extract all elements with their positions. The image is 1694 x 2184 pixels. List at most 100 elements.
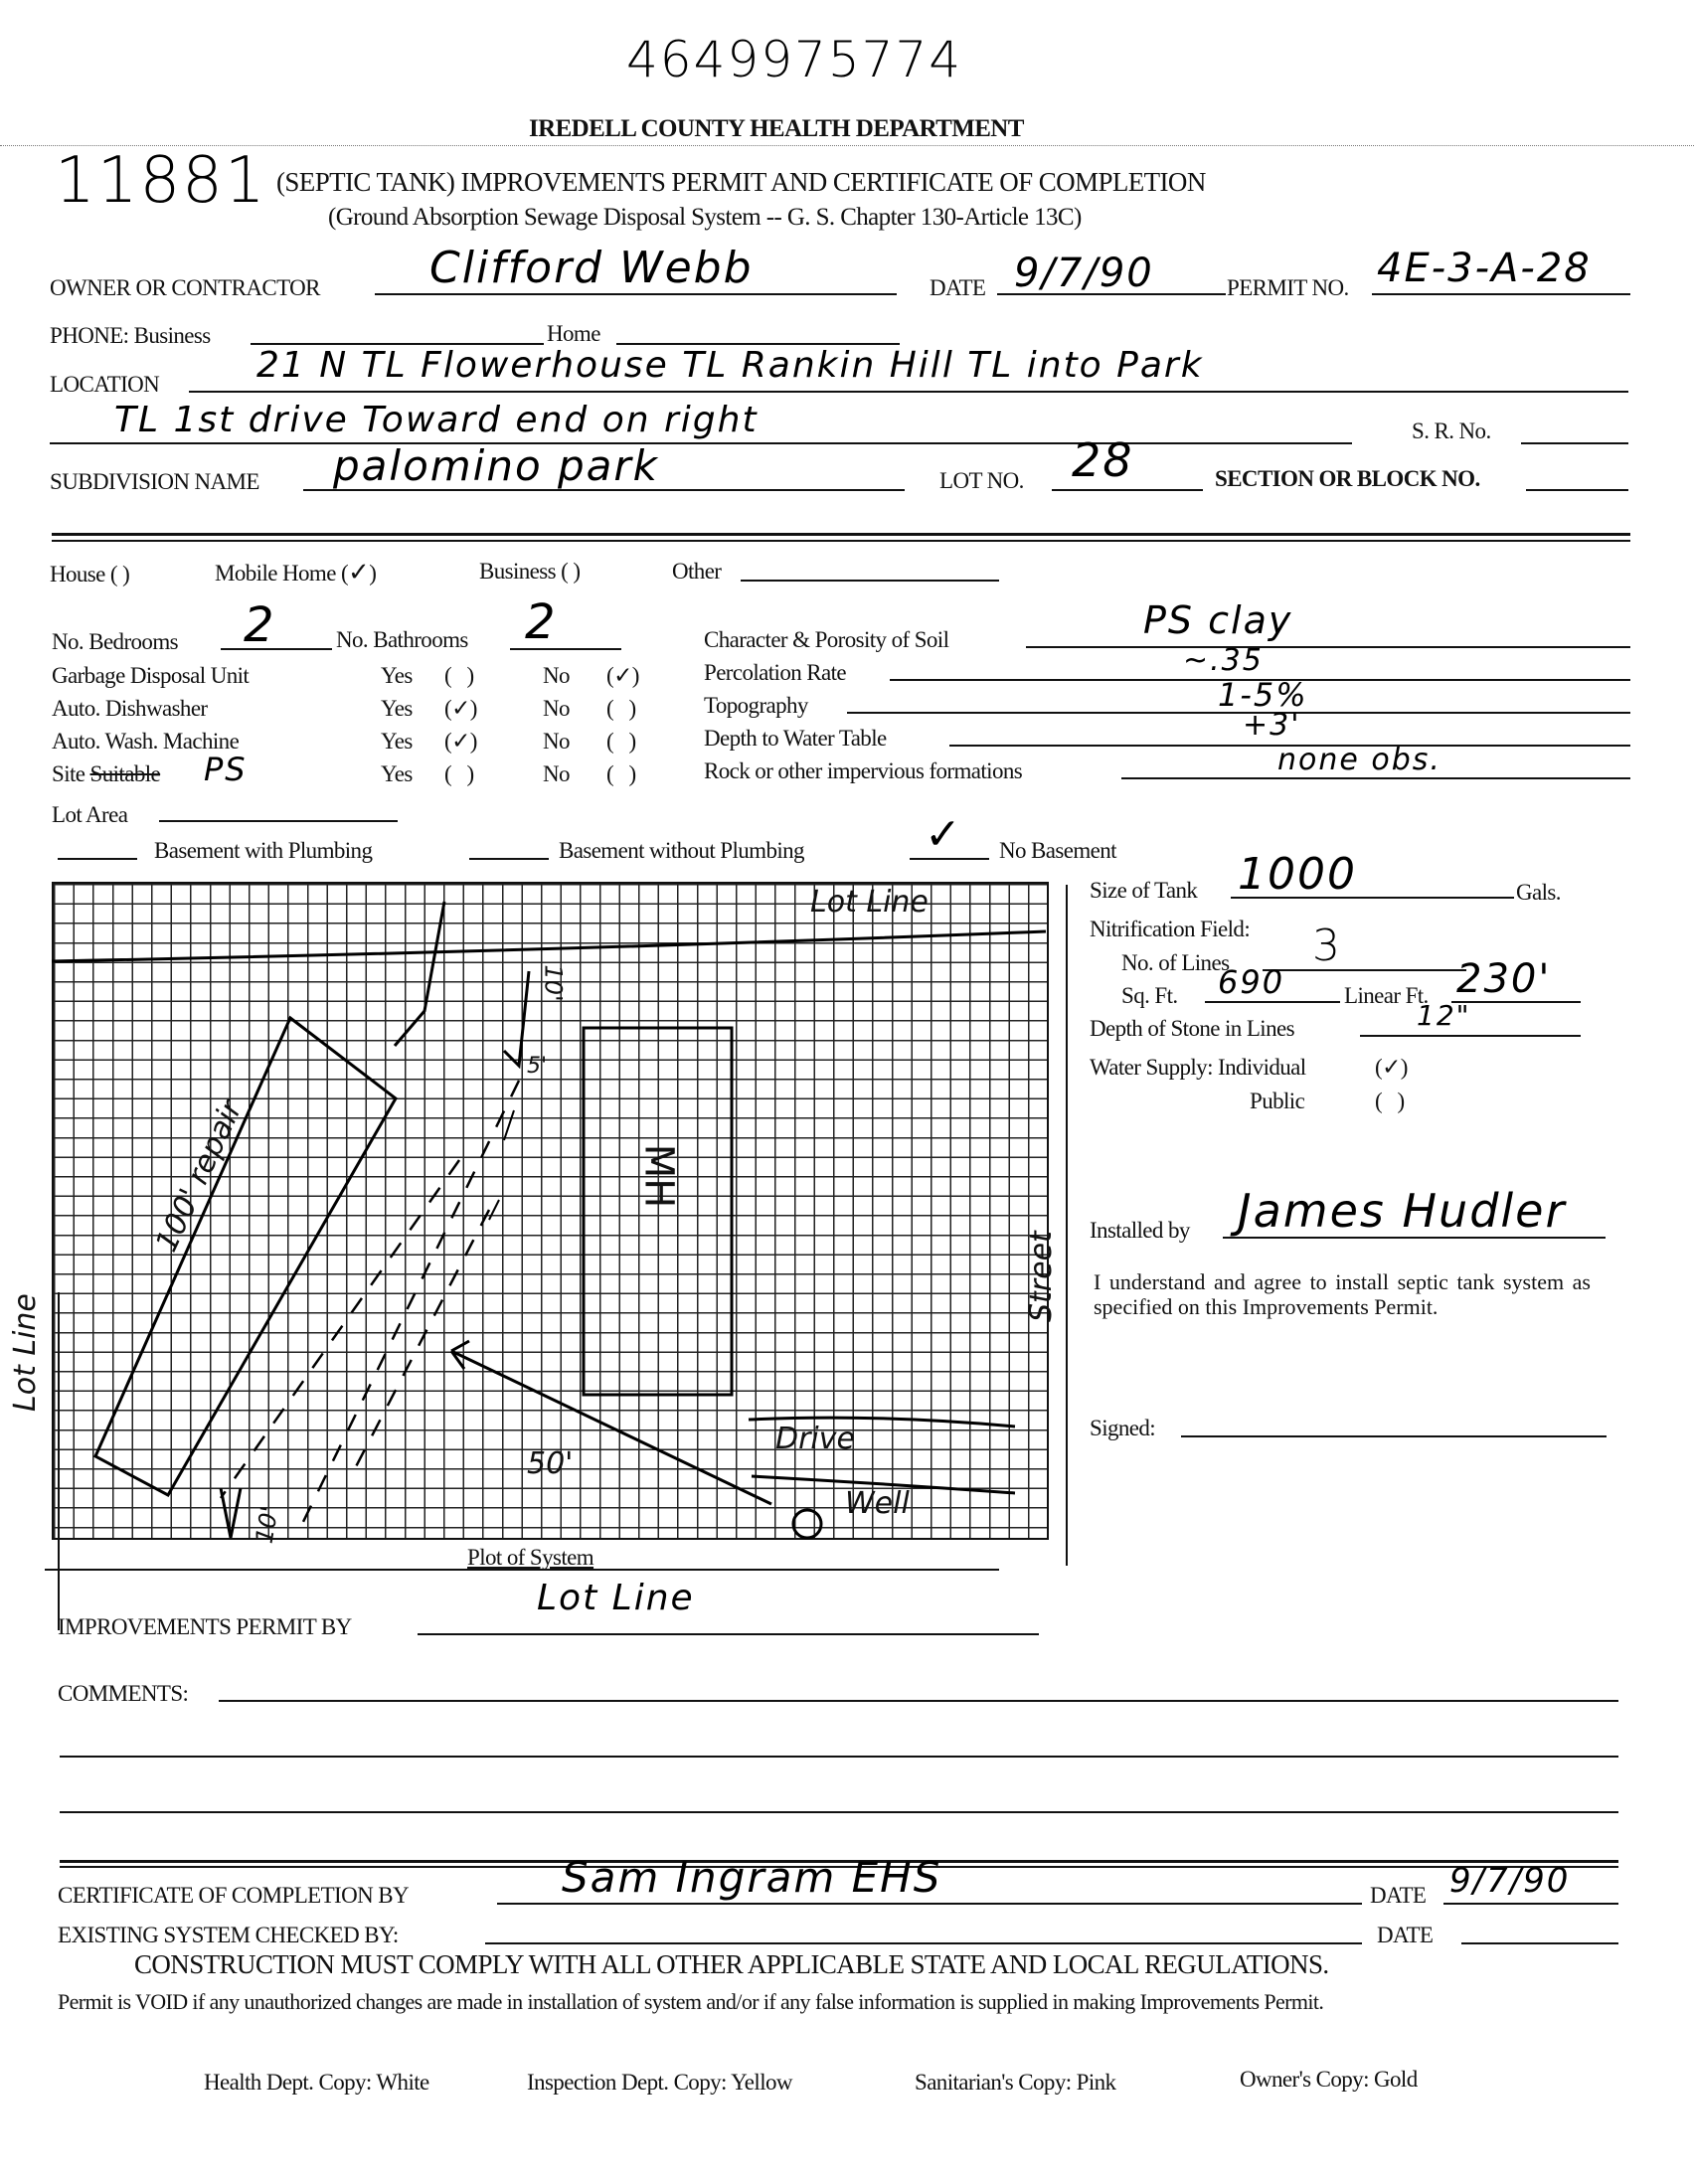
water-table-value: +3' <box>1243 708 1301 743</box>
dishwasher-no-checkbox[interactable]: ( ) <box>606 696 636 721</box>
water-table-field[interactable] <box>949 745 1630 747</box>
owner-field[interactable] <box>375 293 897 295</box>
basement-with-plumbing-label: Basement with Plumbing <box>154 838 373 863</box>
existing-system-field[interactable] <box>485 1942 1362 1944</box>
garbage-no-checkbox[interactable]: (✓) <box>606 663 639 689</box>
check-mark-icon: ✓ <box>451 729 470 755</box>
tank-size-field[interactable] <box>1231 897 1514 899</box>
plot-caption: Plot of System <box>467 1545 594 1570</box>
existing-system-label: EXISTING SYSTEM CHECKED BY: <box>58 1923 399 1947</box>
subdivision-label: SUBDIVISION NAME <box>50 469 259 494</box>
garbage-yes-checkbox[interactable]: ( ) <box>444 663 474 688</box>
water-supply-text: Water Supply: <box>1090 1055 1213 1080</box>
lot-area-label: Lot Area <box>52 802 128 827</box>
washer-label: Auto. Wash. Machine <box>52 729 240 754</box>
date-field[interactable] <box>997 293 1226 295</box>
nitrification-lines <box>219 1080 521 1529</box>
agreement-text: I understand and agree to install septic… <box>1094 1269 1591 1320</box>
lot-line-bottom <box>45 1569 999 1571</box>
basement-no-plumbing-field[interactable] <box>469 858 549 860</box>
bedrooms-label: No. Bedrooms <box>52 629 179 654</box>
improvements-by-label: IMPROVEMENTS PERMIT BY <box>58 1614 352 1639</box>
site-no: No <box>543 761 571 786</box>
location-field-1[interactable] <box>189 391 1628 393</box>
public-label: Public <box>1250 1089 1305 1113</box>
distance-10-top-label: 10' <box>539 964 568 1002</box>
d-box-arrow <box>393 901 446 1047</box>
linear-ft-value: 230' <box>1456 956 1552 1002</box>
site-yes: Yes <box>381 761 413 786</box>
individual-checkbox[interactable]: (✓) <box>1375 1055 1408 1081</box>
lot-area-field[interactable] <box>159 820 398 822</box>
column-divider <box>1066 885 1068 1566</box>
existing-date-field[interactable] <box>1461 1942 1618 1944</box>
comments-field-3[interactable] <box>60 1811 1618 1813</box>
lot-line-bottom-label: Lot Line <box>537 1578 695 1618</box>
rock-field[interactable] <box>1121 777 1630 779</box>
installed-by-field[interactable] <box>1223 1237 1606 1239</box>
lot-no-field[interactable] <box>1052 489 1203 491</box>
site-no-checkbox[interactable]: ( ) <box>606 761 636 786</box>
certificate-field[interactable] <box>497 1903 1362 1905</box>
linear-ft-field[interactable] <box>1451 1001 1581 1003</box>
bathrooms-field[interactable] <box>510 648 621 650</box>
bedrooms-field[interactable] <box>221 648 332 650</box>
percolation-field[interactable] <box>890 679 1630 681</box>
home-phone-field[interactable] <box>616 343 900 345</box>
subdivision-value: palomino park <box>333 441 659 490</box>
washer-yes-checkbox[interactable]: (✓) <box>444 729 477 755</box>
water-supply-label: Water Supply: Individual <box>1090 1056 1306 1079</box>
house-option[interactable]: House ( ) <box>50 562 130 587</box>
repair-area-outline <box>93 1015 398 1498</box>
no-basement-label: No Basement <box>999 838 1117 863</box>
stone-depth-value: 12" <box>1417 999 1471 1032</box>
subdivision-field[interactable] <box>303 489 905 491</box>
basement-plumbing-field[interactable] <box>58 858 137 860</box>
certificate-signature: Sam Ingram EHS <box>562 1853 942 1902</box>
mobile-home-option[interactable]: Mobile Home (✓) <box>215 560 377 586</box>
sr-no-field[interactable] <box>1521 442 1628 444</box>
check-mark-icon: ✓ <box>1382 1055 1401 1081</box>
comments-field-1[interactable] <box>219 1700 1618 1702</box>
rock-label: Rock or other impervious formations <box>704 758 1023 783</box>
tank-outline <box>502 970 531 1070</box>
sqft-field[interactable] <box>1205 1001 1340 1003</box>
location-label: LOCATION <box>50 372 160 397</box>
copy-health-dept: Health Dept. Copy: White <box>204 2070 429 2095</box>
dishwasher-no: No <box>543 696 571 721</box>
dishwasher-yes-checkbox[interactable]: (✓) <box>444 696 477 722</box>
other-field[interactable] <box>741 580 999 582</box>
site-prefix: Site <box>52 761 85 786</box>
comments-field-2[interactable] <box>60 1756 1618 1758</box>
section-field[interactable] <box>1526 489 1628 491</box>
check-mark-icon: ✓ <box>613 663 632 689</box>
washer-no: No <box>543 729 571 754</box>
bathrooms-value: 2 <box>525 594 558 650</box>
signed-field[interactable] <box>1181 1435 1607 1437</box>
location-line-2: TL 1st drive Toward end on right <box>114 400 759 440</box>
site-label: Site Suitable <box>52 761 161 786</box>
business-phone-field[interactable] <box>251 343 544 345</box>
public-checkbox[interactable]: ( ) <box>1375 1089 1405 1113</box>
owner-label: OWNER OR CONTRACTOR <box>50 275 320 300</box>
lines-field[interactable] <box>1263 969 1466 971</box>
improvements-by-field[interactable] <box>418 1633 1039 1635</box>
no-basement-field[interactable] <box>910 858 989 860</box>
drive-label: Drive <box>775 1422 855 1456</box>
certificate-date-field[interactable] <box>1443 1903 1618 1905</box>
lot-line-left <box>58 1292 60 1630</box>
linear-ft-label: Linear Ft. <box>1344 983 1429 1008</box>
lot-no-label: LOT NO. <box>939 468 1024 493</box>
installed-by-value: James Hudler <box>1238 1184 1567 1238</box>
department-name: IREDELL COUNTY HEALTH DEPARTMENT <box>529 115 1024 142</box>
location-field-2[interactable] <box>50 442 1352 444</box>
stone-depth-field[interactable] <box>1360 1035 1581 1037</box>
business-option[interactable]: Business ( ) <box>479 559 581 584</box>
location-line-1: 21 N TL Flowerhouse TL Rankin Hill TL in… <box>256 345 1204 386</box>
site-yes-checkbox[interactable]: ( ) <box>444 761 474 786</box>
soil-character-field[interactable] <box>1026 646 1630 648</box>
distance-5-label: 5' <box>527 1054 548 1079</box>
washer-no-checkbox[interactable]: ( ) <box>606 729 636 754</box>
permit-field[interactable] <box>1372 293 1630 295</box>
topography-field[interactable] <box>847 712 1630 714</box>
